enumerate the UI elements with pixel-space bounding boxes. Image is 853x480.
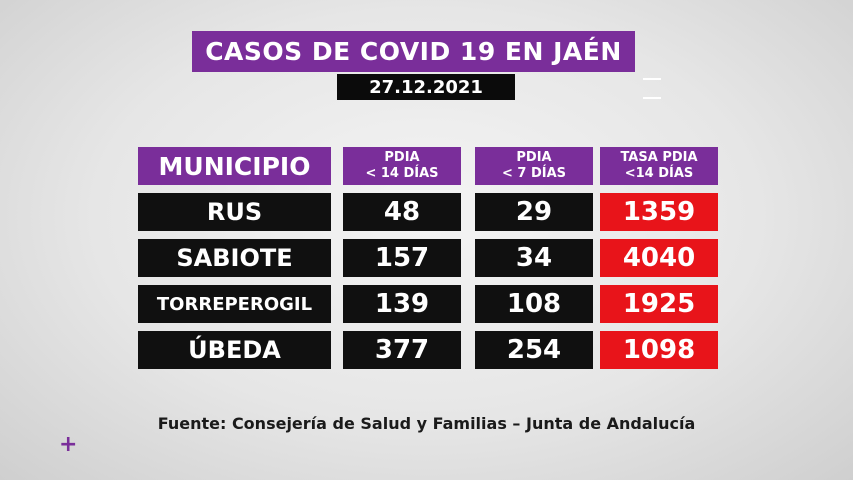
header-tasa-line1: TASA PDIA — [620, 150, 698, 165]
table-row-municipio: TORREPEROGIL — [138, 285, 331, 323]
plus-icon: + — [59, 432, 78, 457]
table-cell-pdia7: 34 — [475, 239, 593, 277]
table-row-municipio: SABIOTE — [138, 239, 331, 277]
header-tasa-line2: <14 DÍAS — [624, 166, 694, 181]
header-pdia-14-line2: < 14 DÍAS — [365, 166, 439, 181]
table-cell-pdia14: 377 — [343, 331, 461, 369]
header-tasa-pdia: TASA PDIA <14 DÍAS — [600, 147, 718, 185]
table-cell-pdia14: 157 — [343, 239, 461, 277]
decorative-line — [643, 97, 661, 99]
header-pdia-14-line1: PDIA — [384, 150, 420, 165]
table-cell-pdia14: 139 — [343, 285, 461, 323]
page-title: CASOS DE COVID 19 EN JAÉN — [192, 31, 635, 72]
date-label: 27.12.2021 — [337, 74, 515, 100]
table-cell-pdia7: 29 — [475, 193, 593, 231]
table-cell-pdia7: 108 — [475, 285, 593, 323]
table-cell-tasa: 1925 — [600, 285, 718, 323]
header-pdia-7-line2: < 7 DÍAS — [501, 166, 567, 181]
table-cell-tasa: 1359 — [600, 193, 718, 231]
table-cell-pdia14: 48 — [343, 193, 461, 231]
decorative-line — [643, 78, 661, 80]
header-pdia-7: PDIA < 7 DÍAS — [475, 147, 593, 185]
header-municipio: MUNICIPIO — [138, 147, 331, 185]
table-cell-pdia7: 254 — [475, 331, 593, 369]
table-cell-tasa: 1098 — [600, 331, 718, 369]
header-pdia-14: PDIA < 14 DÍAS — [343, 147, 461, 185]
source-caption: Fuente: Consejería de Salud y Familias –… — [157, 414, 696, 433]
table-cell-tasa: 4040 — [600, 239, 718, 277]
table-row-municipio: ÚBEDA — [138, 331, 331, 369]
table-row-municipio: RUS — [138, 193, 331, 231]
header-pdia-7-line1: PDIA — [516, 150, 552, 165]
